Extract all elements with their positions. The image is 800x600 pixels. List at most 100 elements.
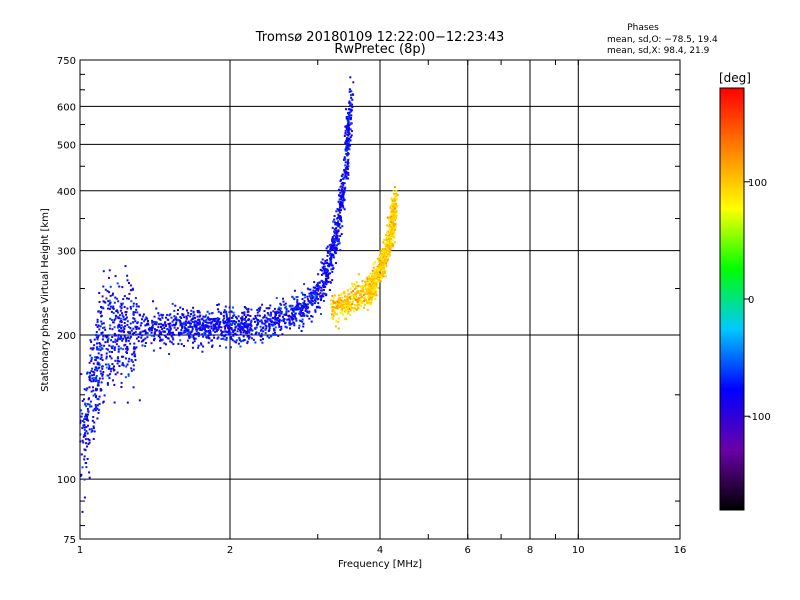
- echo-point: [296, 302, 299, 305]
- echo-point: [293, 313, 296, 316]
- echo-point: [223, 322, 226, 325]
- echo-point: [324, 259, 327, 262]
- echo-point: [92, 416, 95, 418]
- echo-point: [206, 324, 209, 327]
- echo-point: [329, 246, 332, 249]
- echo-point: [106, 374, 109, 377]
- echo-point: [262, 326, 265, 329]
- echo-point: [307, 303, 309, 306]
- echo-point: [202, 322, 205, 325]
- echo-point: [83, 496, 86, 499]
- echo-point: [120, 307, 123, 310]
- echo-point: [259, 339, 262, 342]
- echo-point: [351, 106, 354, 108]
- echo-point: [278, 323, 280, 326]
- echo-point: [378, 278, 381, 281]
- echo-point: [160, 325, 163, 328]
- echo-point: [273, 321, 276, 324]
- echo-point: [344, 317, 347, 320]
- echo-point: [166, 318, 169, 321]
- echo-point: [341, 306, 344, 309]
- echo-point: [188, 337, 191, 339]
- echo-point: [291, 318, 294, 320]
- echo-point: [120, 324, 123, 327]
- echo-point: [256, 314, 259, 317]
- echo-point: [97, 356, 100, 359]
- echo-point: [331, 279, 334, 282]
- echo-point: [379, 252, 382, 255]
- echo-point: [107, 307, 109, 310]
- echo-point: [347, 143, 350, 146]
- echo-point: [348, 88, 351, 91]
- echo-point: [345, 306, 348, 308]
- echo-point: [247, 323, 250, 326]
- echo-point: [180, 343, 183, 346]
- echo-point: [93, 338, 96, 341]
- echo-point: [200, 329, 203, 332]
- echo-point: [302, 325, 305, 328]
- echo-point: [377, 261, 380, 264]
- echo-point: [155, 323, 158, 326]
- echo-point: [169, 313, 172, 316]
- echo-point: [343, 292, 346, 295]
- echo-point: [245, 326, 248, 329]
- echo-point: [121, 312, 123, 315]
- echo-point: [314, 295, 317, 298]
- echo-point: [376, 280, 379, 283]
- echo-point: [129, 337, 132, 340]
- echo-point: [254, 317, 257, 319]
- echo-point: [347, 116, 350, 119]
- echo-point: [370, 292, 373, 295]
- echo-point: [95, 334, 98, 336]
- echo-point: [86, 371, 89, 374]
- echo-point: [147, 323, 150, 326]
- echo-point: [225, 311, 228, 314]
- echo-point: [304, 293, 306, 296]
- echo-point: [333, 230, 336, 233]
- echo-point: [273, 329, 276, 332]
- echo-point: [92, 425, 95, 428]
- colorbar-label: [deg]: [719, 71, 751, 85]
- echo-point: [381, 267, 384, 270]
- echo-point: [196, 311, 199, 314]
- echo-point: [84, 449, 87, 452]
- echo-point: [338, 211, 341, 214]
- echo-point: [390, 216, 393, 219]
- echo-point: [174, 324, 177, 327]
- echo-point: [384, 271, 387, 274]
- echo-point: [85, 430, 88, 433]
- echo-point: [225, 346, 228, 349]
- echo-point: [126, 352, 128, 354]
- echo-point: [331, 241, 334, 244]
- echo-point: [155, 329, 158, 332]
- echo-point: [245, 323, 248, 326]
- echo-point: [250, 328, 253, 331]
- echo-point: [392, 218, 395, 221]
- y-tick-label: 400: [57, 187, 76, 198]
- echo-point: [217, 320, 220, 323]
- echo-point: [113, 332, 116, 335]
- echo-point: [327, 276, 330, 279]
- echo-point: [126, 346, 129, 348]
- echo-point: [274, 318, 277, 321]
- echo-point: [290, 322, 293, 325]
- echo-point: [290, 307, 293, 310]
- echo-point: [243, 321, 246, 324]
- echo-point: [101, 377, 104, 380]
- echo-point: [191, 346, 194, 349]
- echo-point: [159, 331, 162, 334]
- echo-point: [225, 336, 228, 339]
- echo-point: [80, 373, 83, 376]
- echo-point: [232, 334, 235, 337]
- echo-point: [265, 307, 268, 310]
- echo-point: [344, 174, 347, 177]
- echo-point: [145, 324, 148, 327]
- echo-point: [258, 310, 261, 313]
- echo-point: [197, 344, 200, 347]
- echo-point: [328, 289, 331, 291]
- echo-point: [360, 290, 362, 293]
- echo-point: [213, 317, 215, 320]
- echo-point: [111, 294, 114, 297]
- echo-point: [102, 270, 105, 273]
